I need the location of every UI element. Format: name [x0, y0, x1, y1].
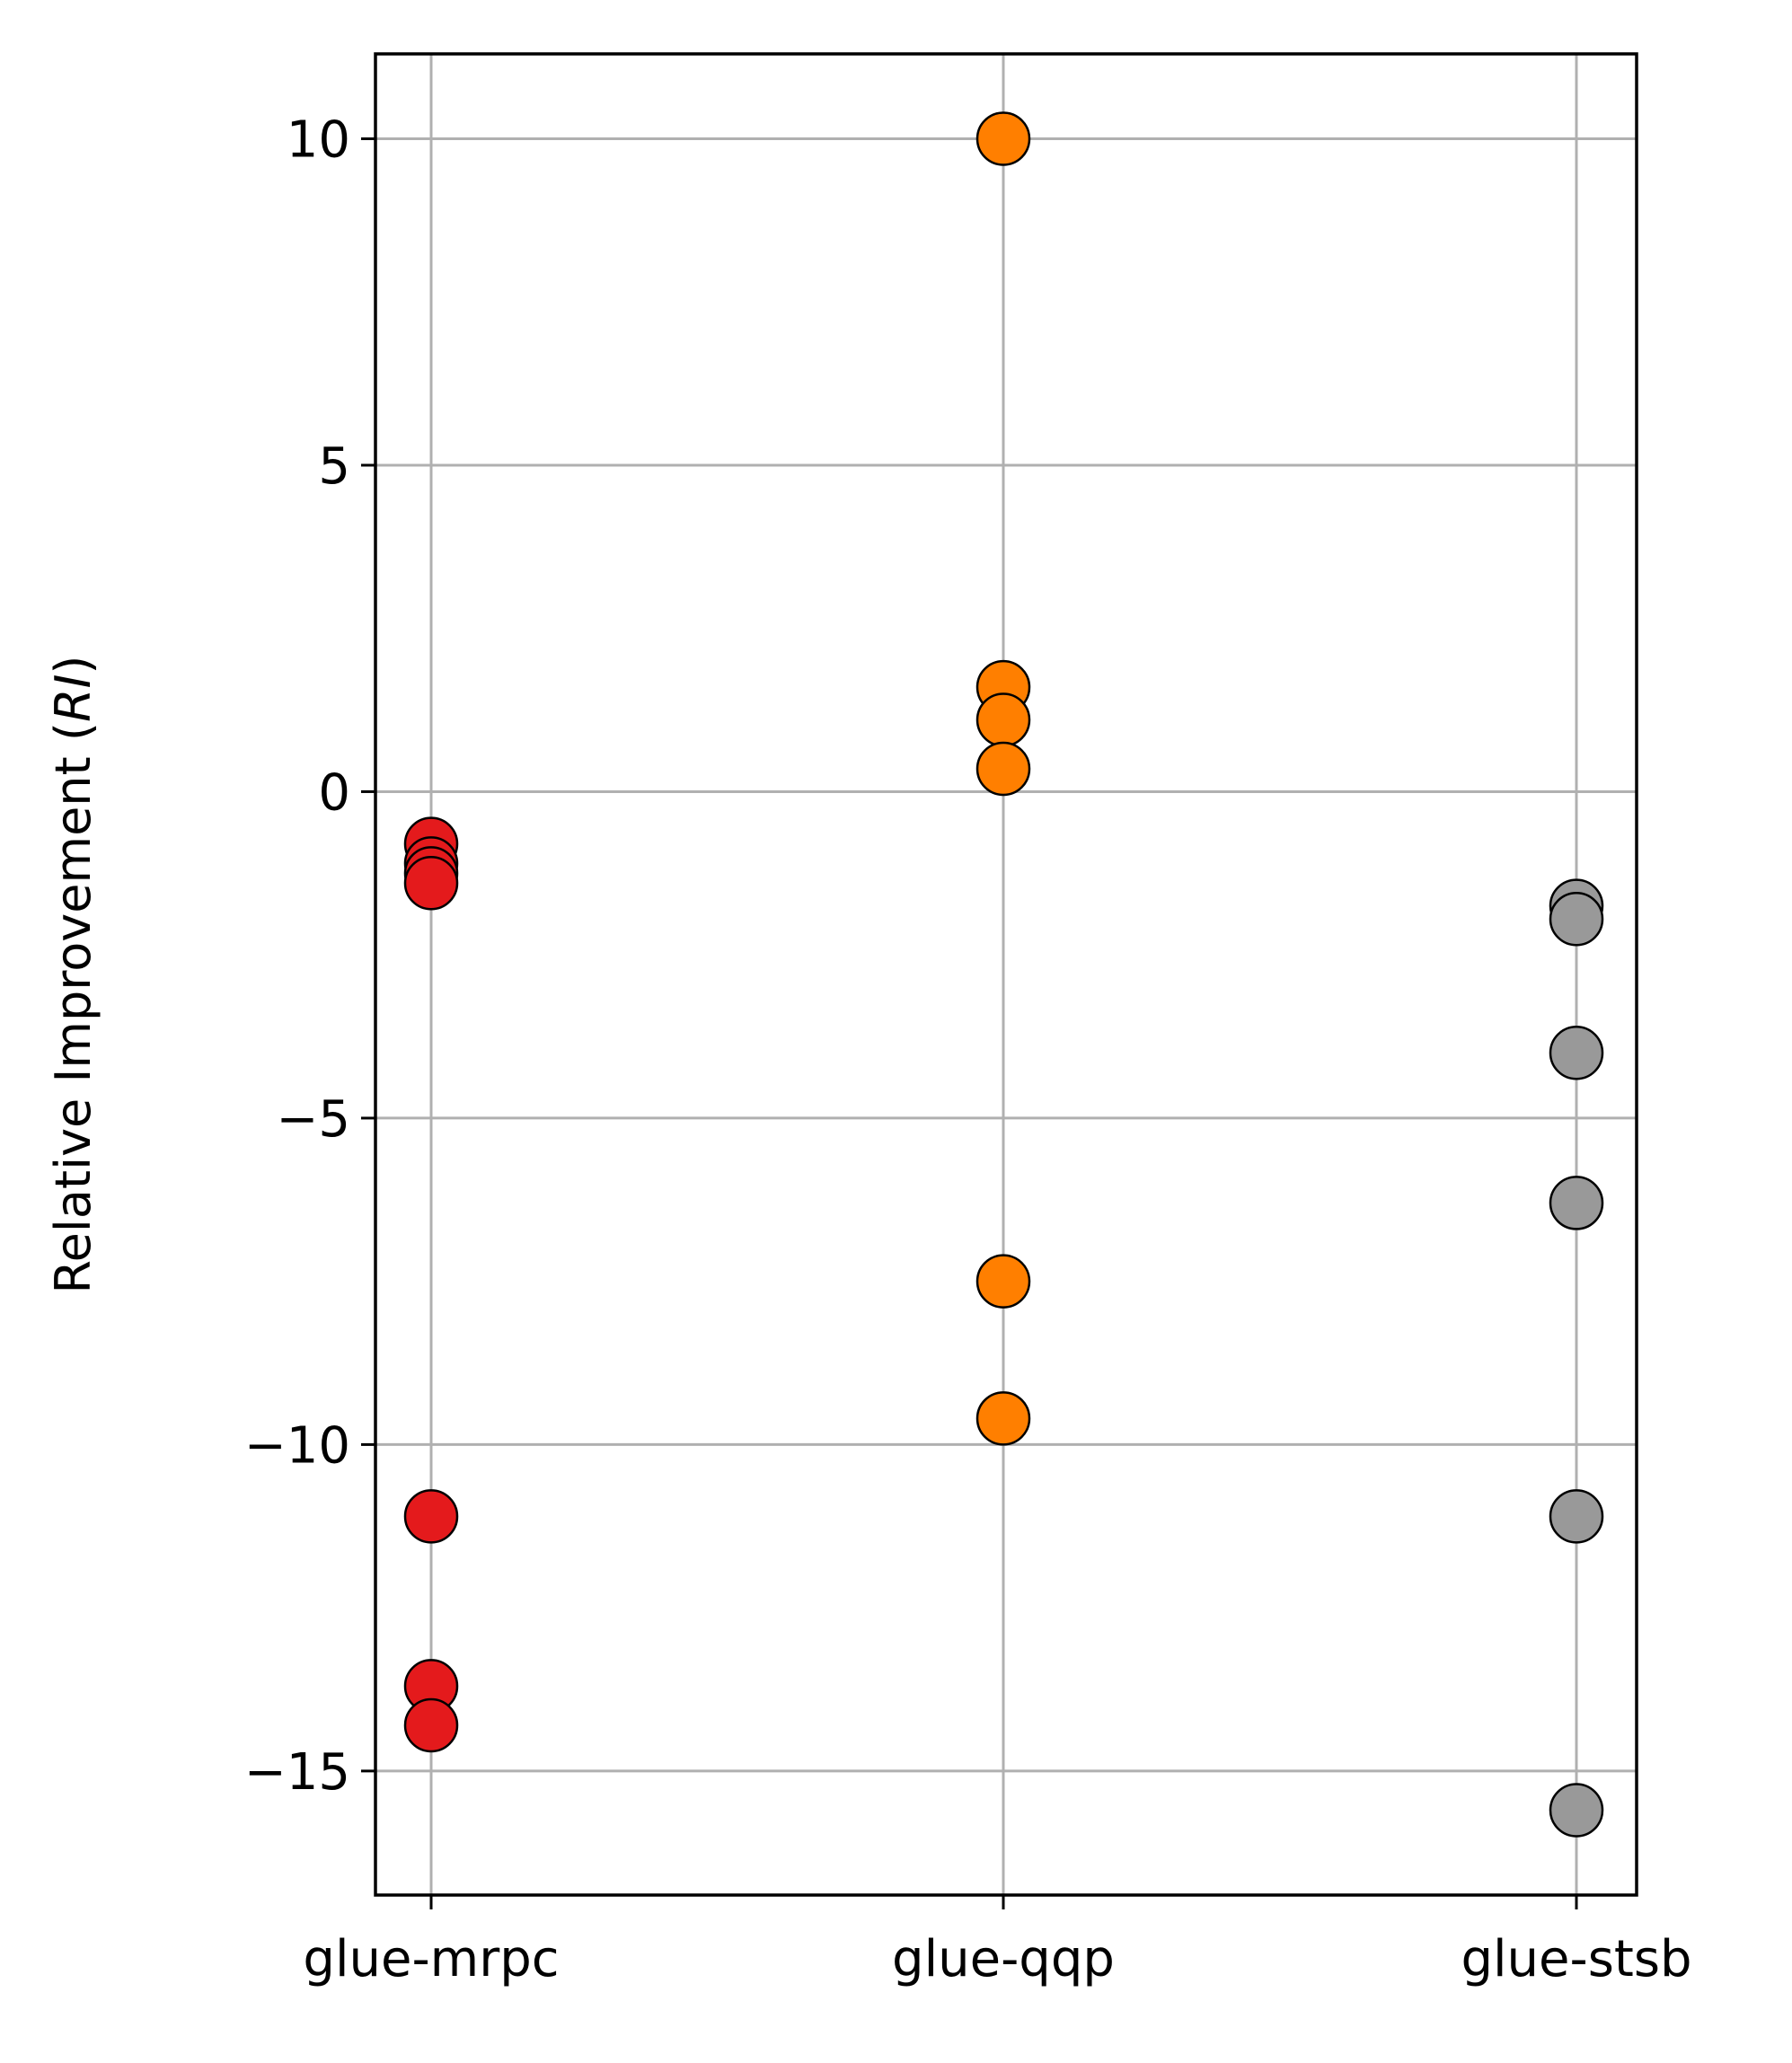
data-point-glue-stsb [1549, 1176, 1604, 1230]
y-tick-label: −5 [276, 1090, 350, 1149]
y-axis-ticks: 10 5 0 −5 −10 −15 [244, 111, 375, 1802]
y-axis-label-suffix: ) [45, 656, 102, 674]
y-tick-label: −10 [244, 1416, 350, 1475]
y-tick-label: −15 [244, 1743, 350, 1802]
data-point-glue-qqp [975, 1254, 1031, 1309]
y-tick-label: 0 [318, 763, 350, 822]
x-tick-label-glue-stsb: glue-stsb [1461, 1930, 1691, 1988]
data-point-glue-stsb [1549, 1489, 1604, 1544]
y-tick-label: 10 [287, 111, 350, 170]
x-tick-label-glue-qqp: glue-qqp [892, 1930, 1115, 1988]
data-point-glue-mrpc [403, 1489, 459, 1544]
data-point-glue-stsb [1549, 891, 1604, 947]
y-axis-label-main: Relative Improvement ( [45, 722, 102, 1293]
y-axis-label: Relative Improvement (RI) [45, 656, 102, 1294]
data-point-glue-mrpc [403, 1697, 459, 1753]
grid-lines [375, 54, 1637, 1895]
y-tick-label: 5 [318, 437, 350, 496]
data-point-glue-mrpc [403, 855, 459, 911]
y-axis-label-italic: RI [45, 674, 102, 722]
plot-frame [374, 52, 1638, 1897]
x-axis-ticks: glue-mrpc glue-qqp glue-stsb [303, 1895, 1692, 1988]
data-point-glue-qqp [975, 692, 1031, 747]
data-points [403, 111, 1604, 1838]
data-point-glue-stsb [1549, 1025, 1604, 1080]
x-tick-label-glue-mrpc: glue-mrpc [303, 1930, 559, 1988]
data-point-glue-qqp [975, 1391, 1031, 1446]
data-point-glue-qqp [975, 111, 1031, 166]
data-point-glue-qqp [975, 741, 1031, 797]
data-point-glue-stsb [1549, 1783, 1604, 1838]
